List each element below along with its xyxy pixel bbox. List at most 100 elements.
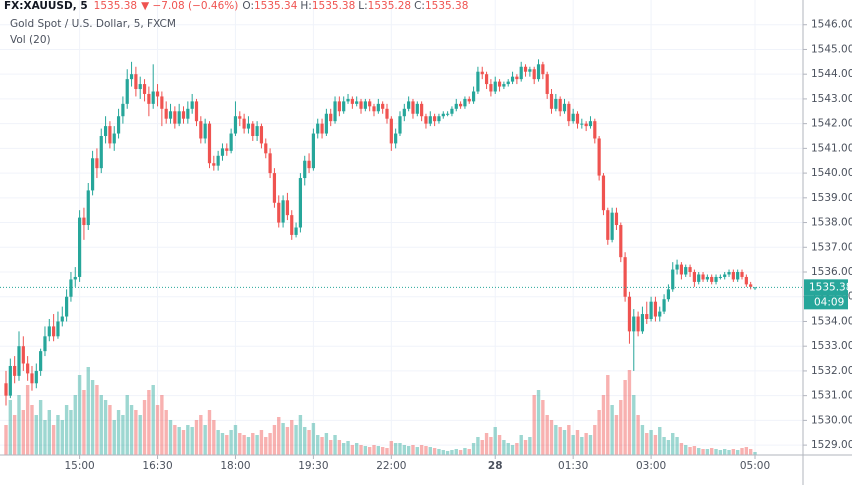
- subtitle: Gold Spot / U.S. Dollar, 5, FXCM: [10, 18, 176, 30]
- volume-bar: [406, 446, 411, 455]
- candle-body: [744, 276, 748, 285]
- candle-body: [428, 116, 432, 124]
- volume-bar: [419, 445, 424, 455]
- candle-body: [736, 272, 740, 280]
- volume-bar: [471, 443, 476, 455]
- volume-bar: [735, 450, 740, 455]
- volume-bar: [597, 410, 601, 455]
- volume-bar: [160, 395, 164, 455]
- c-label: C:: [414, 0, 425, 12]
- volume-bar: [190, 427, 194, 455]
- volume-bar: [225, 435, 229, 455]
- volume-bar: [593, 425, 597, 455]
- countdown-box: [804, 295, 848, 310]
- volume-bar: [367, 447, 372, 455]
- volume-bar: [571, 435, 575, 455]
- candle-body: [69, 279, 73, 297]
- volume-bar: [541, 400, 545, 455]
- volume-bar: [173, 425, 177, 455]
- candle-body: [402, 108, 406, 117]
- volume-bar: [519, 435, 523, 455]
- volume-bar: [43, 420, 47, 455]
- candle-body: [666, 289, 671, 300]
- volume-bar: [147, 390, 151, 455]
- volume-bar: [580, 437, 584, 455]
- volume-bar: [753, 452, 757, 455]
- candle-body: [350, 98, 354, 104]
- candle-body: [636, 316, 640, 332]
- candle-body: [225, 148, 229, 151]
- candle-body: [103, 126, 108, 137]
- volume-bar: [705, 449, 710, 455]
- candle-body: [203, 123, 207, 139]
- volume-bar: [8, 400, 13, 455]
- y-tick-label: 1532.00: [811, 365, 852, 377]
- volume-bar: [450, 450, 454, 455]
- volume-bar: [463, 448, 467, 455]
- candle-body: [502, 84, 506, 87]
- volume-bar: [584, 433, 588, 455]
- candle-body: [320, 123, 324, 134]
- volume-bar: [389, 441, 394, 455]
- volume-bar: [484, 433, 489, 455]
- candle-body: [342, 101, 346, 112]
- candle-body: [65, 296, 69, 317]
- volume-bar: [545, 415, 549, 455]
- axes: 1529.00 1530.00 1531.00 1532.00 1533.00 1534.…: [64, 19, 852, 472]
- volume-pane: [4, 367, 757, 455]
- candle-body: [471, 91, 476, 102]
- volume-bar: [316, 435, 320, 455]
- volume-bar: [515, 443, 519, 455]
- candle-body: [190, 101, 194, 109]
- candle-body: [398, 116, 402, 134]
- volume-bar: [268, 433, 272, 455]
- volume-bar: [714, 449, 718, 455]
- volume-bar: [480, 440, 484, 455]
- volume-bar: [601, 395, 606, 455]
- volume-bar: [155, 405, 160, 455]
- volume-bar: [90, 380, 95, 455]
- candle-body: [34, 370, 38, 384]
- y-tick-label: 1529.00: [811, 439, 852, 451]
- volume-bar: [220, 433, 225, 455]
- volume-label: Vol (20): [10, 34, 51, 46]
- volume-bar: [619, 400, 623, 455]
- candle-body: [147, 93, 151, 104]
- volume-bar: [346, 441, 350, 455]
- candle-body: [82, 217, 86, 226]
- volume-bar: [679, 443, 684, 455]
- candle-body: [39, 351, 43, 371]
- candle-body: [411, 101, 415, 114]
- volume-bar: [17, 395, 21, 455]
- grid: [0, 0, 803, 455]
- volume-bar: [567, 425, 571, 455]
- volume-bar: [523, 440, 528, 455]
- candle-body: [333, 101, 337, 122]
- candle-body: [692, 272, 696, 282]
- candle-body: [463, 98, 467, 107]
- y-tick-label: 1537.00: [811, 241, 852, 253]
- candle-body: [95, 158, 99, 169]
- volume-bar: [575, 430, 580, 455]
- candle-body: [450, 108, 454, 114]
- volume-bar: [476, 437, 480, 455]
- volume-bar: [242, 435, 246, 455]
- y-tick-label: 1539.00: [811, 192, 852, 204]
- candle-body: [606, 210, 610, 240]
- candle-body: [584, 123, 588, 127]
- candle-body: [458, 103, 463, 107]
- candle-body: [329, 113, 333, 122]
- candle-body: [476, 71, 480, 92]
- candle-body: [701, 274, 705, 280]
- volume-bar: [562, 430, 567, 455]
- volume-bar: [47, 410, 51, 455]
- volume-bar: [536, 390, 541, 455]
- candle-body: [43, 336, 47, 352]
- volume-bar: [25, 385, 30, 455]
- candle-body: [112, 133, 116, 144]
- volume-bar: [194, 420, 199, 455]
- candle-body: [298, 178, 303, 228]
- candle-body: [142, 84, 147, 94]
- x-tick-label: 28: [488, 460, 503, 472]
